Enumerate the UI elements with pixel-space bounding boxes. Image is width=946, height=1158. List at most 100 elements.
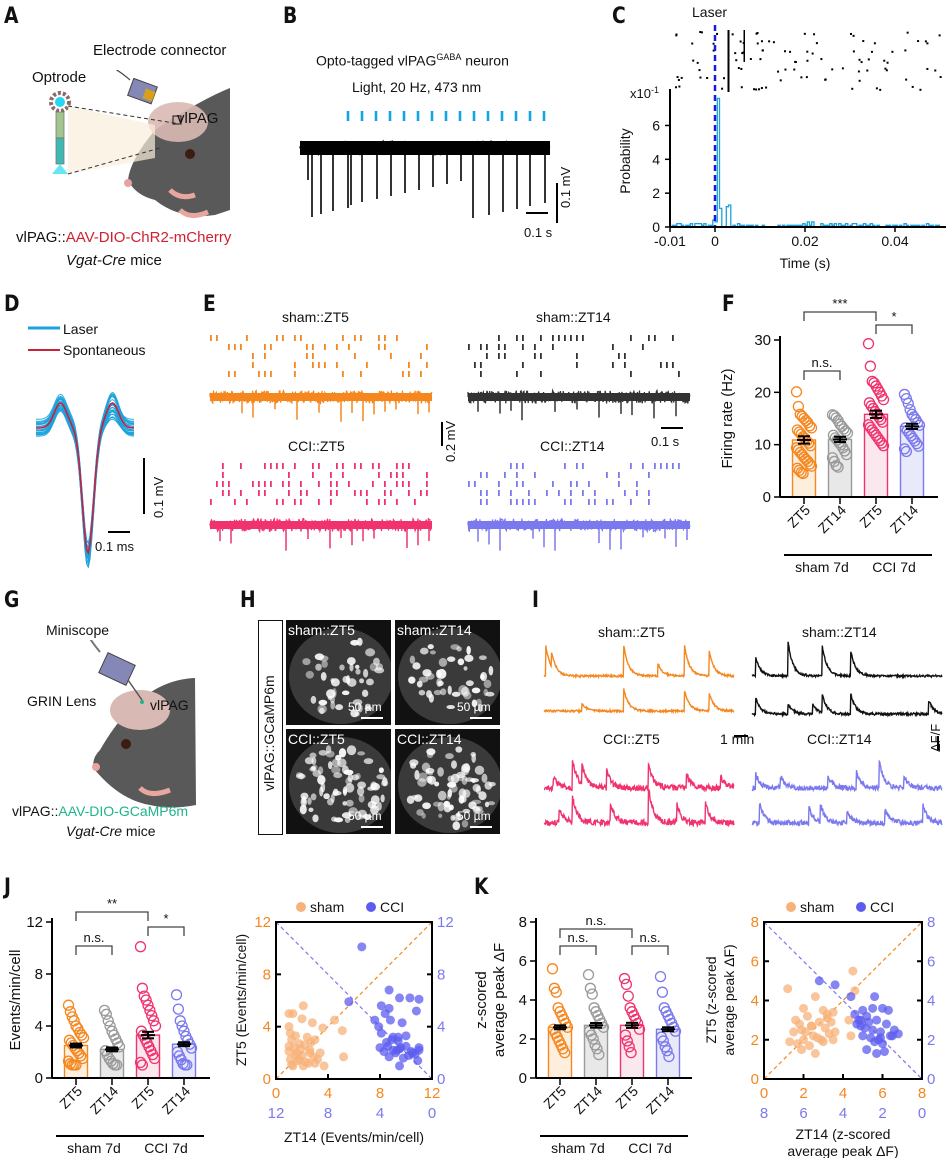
construct-name: AAV-DIO-GCaMP6m [58, 803, 189, 819]
y-tick-label: 20 [754, 384, 771, 401]
raster-tick [498, 344, 500, 350]
y-multiplier-exp: -1 [651, 85, 659, 95]
cell [357, 786, 365, 797]
raster-tick [642, 344, 644, 350]
x-tick-label: 12 [424, 1085, 441, 1102]
raster-tick [378, 463, 380, 469]
cell [333, 772, 343, 779]
raster-tick [354, 335, 356, 341]
raster-tick [300, 499, 302, 505]
raster-tick [624, 362, 626, 368]
raster-tick [420, 371, 422, 377]
data-point [841, 427, 854, 439]
cell [461, 686, 470, 697]
significance-label: *** [832, 296, 847, 311]
raster-tick [784, 68, 787, 71]
significance-bracket [559, 945, 597, 955]
electrode-connector-label: Electrode connector [93, 42, 227, 59]
raster-tick [749, 58, 752, 61]
raster-tick [674, 86, 677, 89]
CCI-point [376, 1001, 386, 1011]
raster-tick [378, 472, 380, 478]
raster-tick [468, 344, 470, 350]
CCI-point [876, 1033, 886, 1043]
data-point [805, 422, 818, 434]
mouse-miniscope-illustration [89, 640, 196, 808]
cell [371, 801, 379, 810]
raster-tick [216, 481, 218, 487]
raster-tick [318, 463, 320, 469]
raster-tick [522, 344, 524, 350]
raster-tick [402, 481, 404, 487]
mouse-line-suffix: mice [126, 252, 162, 269]
title-main: Opto-tagged vlPAG [316, 52, 437, 69]
sham-point [800, 1027, 810, 1037]
CCI-point [879, 1047, 889, 1057]
legend-cci-marker [366, 902, 376, 912]
raster-tick [606, 472, 608, 478]
raster-tick [582, 463, 584, 469]
raster-tick [264, 463, 266, 469]
cell [366, 678, 374, 686]
raster-tick [240, 463, 242, 469]
CCI-point [401, 1031, 411, 1041]
raster-tick [636, 490, 638, 496]
cell [325, 750, 335, 758]
raster-tick [594, 499, 596, 505]
cell [377, 801, 382, 811]
raster-tick [759, 58, 762, 61]
raster-tick [516, 481, 518, 487]
cell [437, 790, 447, 801]
cell [409, 655, 416, 664]
image-title: CCI::ZT5 [288, 731, 345, 747]
raster-tick [712, 42, 715, 45]
cell [370, 781, 378, 791]
raster-tick [354, 353, 356, 359]
CCI-point [870, 992, 880, 1002]
x-tick-label: 0 [711, 233, 719, 249]
cell [355, 668, 361, 675]
light-pulse [472, 111, 476, 121]
data-point [185, 1042, 198, 1054]
cell [461, 820, 469, 828]
data-point [176, 1020, 188, 1032]
raster-tick [408, 490, 410, 496]
raster-tick [534, 353, 536, 359]
cell [341, 812, 352, 819]
cell [406, 795, 415, 804]
e-title-sham-zt14: sham::ZT14 [536, 309, 611, 325]
cell [350, 709, 359, 718]
cell [487, 801, 496, 806]
raster-tick [588, 499, 590, 505]
raster-tick [282, 463, 284, 469]
raster-tick [300, 490, 302, 496]
raster-tick [879, 88, 882, 91]
raster-tick [504, 472, 506, 478]
y-tick-label: 4 [652, 151, 660, 167]
x-tick-label-reversed: 8 [760, 1105, 768, 1122]
CCI-point [411, 1006, 421, 1016]
legend-cci-marker [856, 902, 866, 912]
raster-tick [384, 344, 386, 350]
significance-label: n.s. [84, 930, 105, 945]
cell [461, 775, 468, 786]
data-point [144, 1004, 156, 1017]
raster-tick [723, 77, 726, 80]
raster-tick [342, 463, 344, 469]
light-pulse [360, 111, 364, 121]
raster-tick [228, 490, 230, 496]
raster-tick [288, 481, 290, 487]
group-label: CCI 7d [872, 559, 916, 575]
CCI-point [414, 1043, 424, 1053]
raster-tick [516, 463, 518, 469]
sham-point [810, 992, 820, 1002]
cell [318, 699, 328, 706]
calcium-trace [751, 693, 943, 718]
y-tick-label: 6 [652, 117, 660, 133]
raster-tick [312, 472, 314, 478]
light-pulse [458, 111, 462, 121]
sham-point [818, 1037, 828, 1047]
cell [330, 678, 340, 687]
x-tick-label: ZT14 [571, 1083, 606, 1118]
x-tick-label: 8 [918, 1085, 926, 1102]
